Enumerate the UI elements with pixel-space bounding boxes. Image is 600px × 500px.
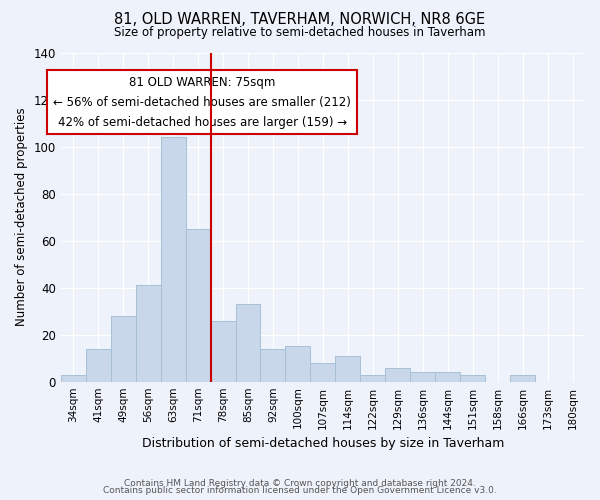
Bar	[236, 304, 260, 382]
Bar	[185, 229, 211, 382]
Text: Contains public sector information licensed under the Open Government Licence v3: Contains public sector information licen…	[103, 486, 497, 495]
Bar	[385, 368, 410, 382]
Bar	[61, 374, 86, 382]
Y-axis label: Number of semi-detached properties: Number of semi-detached properties	[15, 108, 28, 326]
Bar	[86, 349, 111, 382]
Bar	[260, 349, 286, 382]
Bar	[211, 320, 236, 382]
Bar	[361, 374, 385, 382]
Text: Size of property relative to semi-detached houses in Taverham: Size of property relative to semi-detach…	[114, 26, 486, 39]
X-axis label: Distribution of semi-detached houses by size in Taverham: Distribution of semi-detached houses by …	[142, 437, 504, 450]
Bar	[161, 137, 185, 382]
Bar	[111, 316, 136, 382]
Text: 81, OLD WARREN, TAVERHAM, NORWICH, NR8 6GE: 81, OLD WARREN, TAVERHAM, NORWICH, NR8 6…	[115, 12, 485, 28]
Bar	[136, 286, 161, 382]
Bar	[410, 372, 435, 382]
Text: 81 OLD WARREN: 75sqm
← 56% of semi-detached houses are smaller (212)
42% of semi: 81 OLD WARREN: 75sqm ← 56% of semi-detac…	[53, 76, 351, 128]
Bar	[460, 374, 485, 382]
Bar	[310, 363, 335, 382]
Bar	[510, 374, 535, 382]
Text: Contains HM Land Registry data © Crown copyright and database right 2024.: Contains HM Land Registry data © Crown c…	[124, 478, 476, 488]
Bar	[286, 346, 310, 382]
Bar	[435, 372, 460, 382]
Bar	[335, 356, 361, 382]
